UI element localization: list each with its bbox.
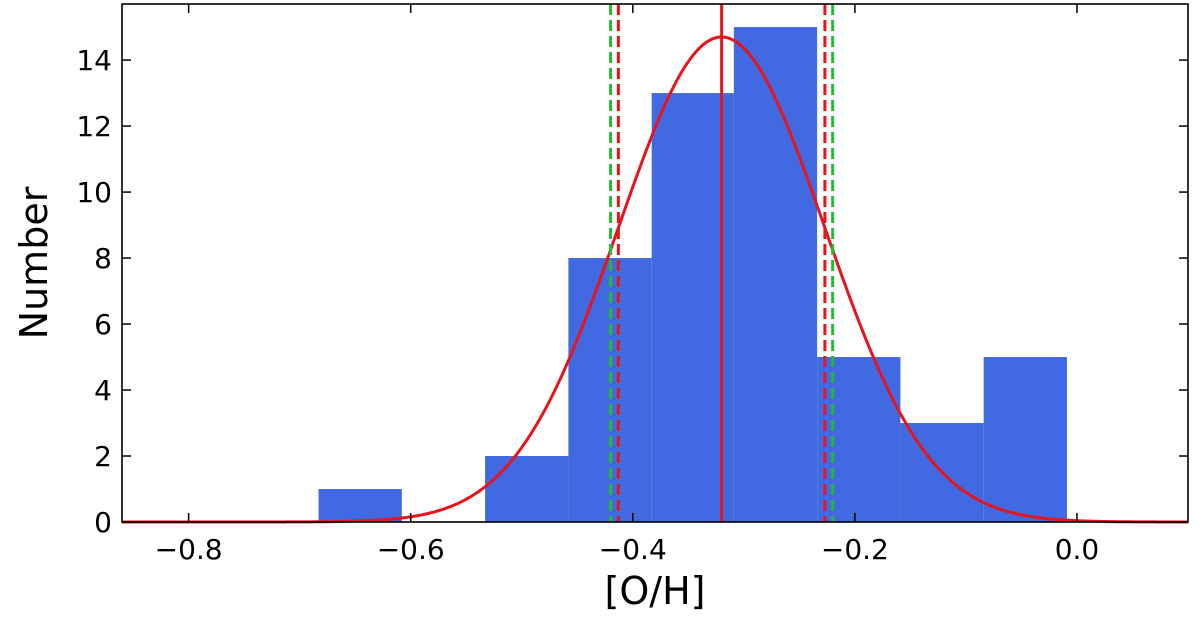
y-axis-label: Number	[12, 186, 56, 339]
y-tick-label: 6	[94, 308, 112, 341]
histogram-bar-5	[733, 27, 818, 522]
vline-layer	[609, 4, 835, 522]
y-tick-label: 10	[76, 176, 112, 209]
histogram-bar-0	[318, 489, 402, 522]
x-tick-label: −0.2	[821, 533, 889, 566]
y-tick-label: 4	[94, 374, 112, 407]
y-tick-label: 0	[94, 506, 112, 539]
x-axis-label: [O/H]	[605, 569, 706, 613]
ticks-layer: −0.8 −0.6 −0.4 −0.2 0.0 0 2 4 6 8 10 12 14	[76, 4, 1188, 566]
x-tick-label: 0.0	[1055, 533, 1100, 566]
y-tick-label: 12	[76, 110, 112, 143]
y-tick-label: 8	[94, 242, 112, 275]
y-tick-label: 14	[76, 44, 112, 77]
x-tick-label: −0.4	[599, 533, 667, 566]
histogram-bar-6	[817, 357, 901, 522]
plot-frame	[121, 3, 1189, 523]
histogram-bar-8	[983, 357, 1067, 522]
bars-layer	[318, 27, 1067, 523]
y-tick-label: 2	[94, 440, 112, 473]
x-tick-label: −0.8	[155, 533, 223, 566]
x-tick-label: −0.6	[377, 533, 445, 566]
histogram-bar-2	[485, 456, 569, 522]
